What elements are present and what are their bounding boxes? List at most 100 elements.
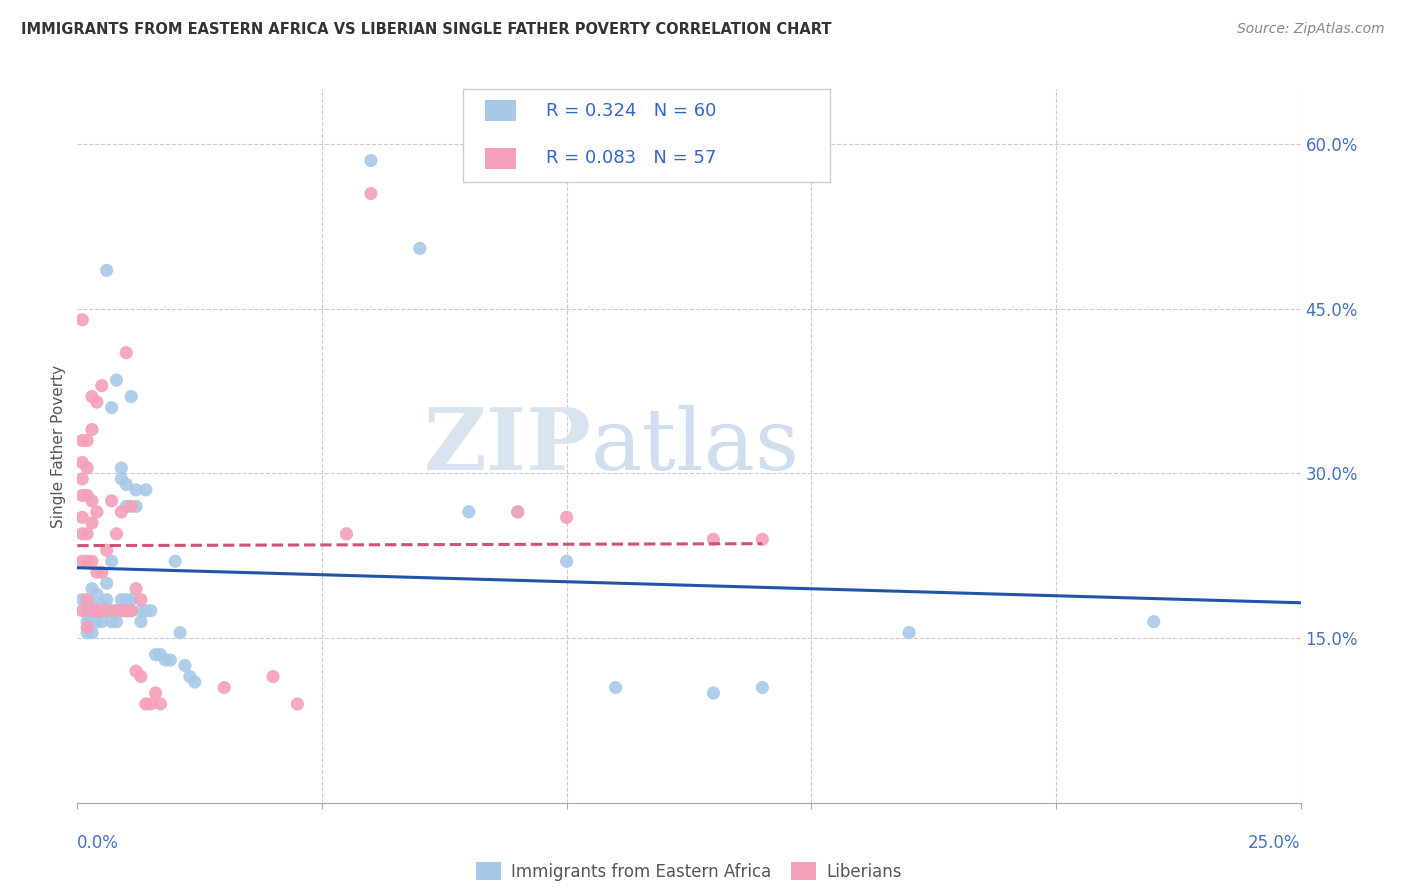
Text: 25.0%: 25.0% xyxy=(1249,834,1301,852)
Point xyxy=(409,241,432,255)
Point xyxy=(76,434,98,448)
Point xyxy=(76,592,98,607)
Point xyxy=(702,686,724,700)
Point xyxy=(360,186,382,201)
Point xyxy=(80,390,103,404)
Point xyxy=(120,604,142,618)
Point xyxy=(135,483,157,497)
Point xyxy=(125,500,148,514)
Point xyxy=(165,554,187,568)
Point xyxy=(149,697,172,711)
Point xyxy=(129,592,152,607)
Point xyxy=(105,615,128,629)
Point xyxy=(96,543,118,558)
Point xyxy=(70,312,93,326)
Text: Source: ZipAtlas.com: Source: ZipAtlas.com xyxy=(1237,22,1385,37)
Point xyxy=(76,526,98,541)
Point xyxy=(115,500,138,514)
Point xyxy=(76,625,98,640)
Point xyxy=(555,554,578,568)
Point xyxy=(155,653,177,667)
Point xyxy=(135,604,157,618)
Point xyxy=(159,653,181,667)
Point xyxy=(70,472,93,486)
Point xyxy=(70,434,93,448)
Point xyxy=(335,526,357,541)
Point xyxy=(90,604,112,618)
Point xyxy=(90,615,112,629)
Point xyxy=(86,587,108,601)
Point xyxy=(76,554,98,568)
Point xyxy=(174,658,197,673)
Point xyxy=(702,533,724,547)
Point xyxy=(135,697,157,711)
Point xyxy=(115,592,138,607)
Point xyxy=(100,401,122,415)
Point xyxy=(80,554,103,568)
Point xyxy=(110,461,132,475)
Point xyxy=(145,686,167,700)
Point xyxy=(86,395,108,409)
Point xyxy=(105,604,128,618)
Point xyxy=(90,566,112,580)
Point xyxy=(80,494,103,508)
Point xyxy=(80,604,103,618)
Text: 0.0%: 0.0% xyxy=(77,834,120,852)
Point xyxy=(120,390,142,404)
Point xyxy=(115,345,138,359)
Point xyxy=(86,566,108,580)
Point xyxy=(125,664,148,678)
Y-axis label: Single Father Poverty: Single Father Poverty xyxy=(51,365,66,527)
FancyBboxPatch shape xyxy=(463,89,830,182)
Point xyxy=(110,472,132,486)
Point xyxy=(80,625,103,640)
Point xyxy=(120,592,142,607)
Point xyxy=(212,681,235,695)
Point xyxy=(139,604,162,618)
Point xyxy=(96,576,118,591)
Point xyxy=(120,500,142,514)
Point xyxy=(751,533,773,547)
Point xyxy=(86,604,108,618)
Point xyxy=(70,455,93,469)
Point xyxy=(70,554,93,568)
Point xyxy=(90,598,112,612)
Point xyxy=(169,625,191,640)
Point xyxy=(506,505,529,519)
Point xyxy=(110,604,132,618)
Point xyxy=(86,615,108,629)
Point xyxy=(100,554,122,568)
Point xyxy=(1143,615,1166,629)
Point xyxy=(110,505,132,519)
Text: ZIP: ZIP xyxy=(423,404,591,488)
Point xyxy=(86,604,108,618)
Point xyxy=(262,669,284,683)
Point xyxy=(70,488,93,502)
Point xyxy=(100,494,122,508)
Point xyxy=(96,592,118,607)
Point xyxy=(457,505,479,519)
FancyBboxPatch shape xyxy=(485,148,516,169)
Point xyxy=(115,477,138,491)
Point xyxy=(80,516,103,530)
Point xyxy=(105,373,128,387)
Point xyxy=(506,505,529,519)
Point xyxy=(86,505,108,519)
Text: atlas: atlas xyxy=(591,404,800,488)
Point xyxy=(76,620,98,634)
FancyBboxPatch shape xyxy=(485,100,516,121)
Point xyxy=(76,461,98,475)
Point xyxy=(90,378,112,392)
Point xyxy=(125,483,148,497)
Point xyxy=(129,604,152,618)
Point xyxy=(125,582,148,596)
Point xyxy=(70,592,93,607)
Point xyxy=(70,510,93,524)
Point xyxy=(184,675,207,690)
Text: IMMIGRANTS FROM EASTERN AFRICA VS LIBERIAN SINGLE FATHER POVERTY CORRELATION CHA: IMMIGRANTS FROM EASTERN AFRICA VS LIBERI… xyxy=(21,22,831,37)
Point xyxy=(80,609,103,624)
Point xyxy=(80,598,103,612)
Point xyxy=(76,604,98,618)
Point xyxy=(70,526,93,541)
Text: R = 0.083   N = 57: R = 0.083 N = 57 xyxy=(546,150,716,168)
